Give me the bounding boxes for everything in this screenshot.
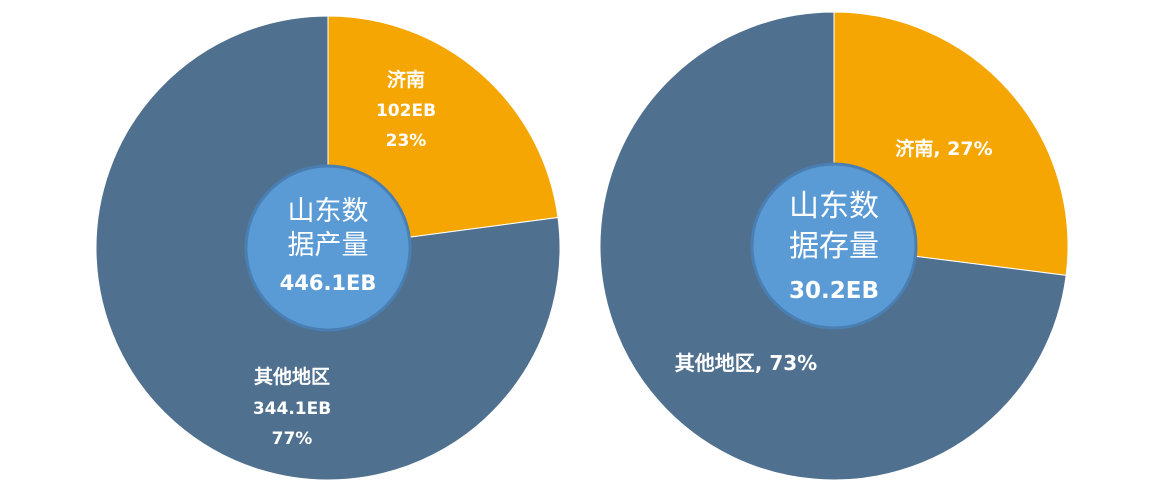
label-jinan-value-production: 102EB (376, 101, 436, 121)
label-jinan-name-production: 济南 (387, 68, 425, 91)
label-jinan-percent-production: 23% (386, 131, 427, 151)
center-circle-production (244, 164, 412, 332)
label-others-percent-production: 77% (272, 429, 313, 449)
center-circle-storage (750, 162, 918, 330)
center-title-line2-storage: 据存量 (789, 229, 879, 264)
center-value-storage: 30.2EB (789, 278, 879, 304)
label-others-value-production: 344.1EB (253, 399, 331, 419)
label-others-storage: 其他地区, 73% (675, 351, 817, 375)
center-title-line2-production: 据产量 (288, 230, 369, 261)
pie-production: 济南 102EB 23% 其他地区 344.1EB 77% 山东数 据产量 44… (95, 15, 561, 481)
center-title-line1-production: 山东数 (288, 196, 369, 227)
center-value-production: 446.1EB (280, 271, 377, 295)
center-title-line1-storage: 山东数 (789, 189, 879, 224)
label-others-name-production: 其他地区 (254, 365, 330, 388)
label-jinan-storage: 济南, 27% (895, 137, 992, 160)
pie-storage: 济南, 27% 其他地区, 73% 山东数 据存量 30.2EB (599, 11, 1069, 481)
